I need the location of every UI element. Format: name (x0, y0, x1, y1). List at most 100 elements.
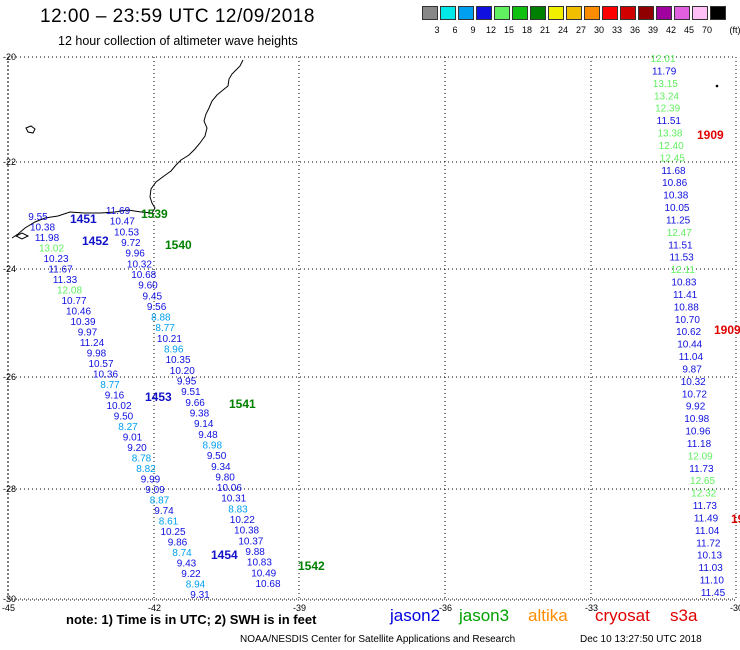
wave-height-value: 9.50 (114, 412, 134, 423)
wave-height-value: 10.46 (66, 307, 91, 318)
coastline (11, 59, 244, 240)
scale-swatch (476, 6, 492, 20)
wave-height-value: 9.66 (185, 398, 205, 409)
wave-height-value: 11.79 (652, 66, 677, 77)
longitude-label: -33 (585, 603, 598, 613)
wave-height-value: 10.22 (230, 515, 255, 526)
scale-label: 36 (629, 25, 640, 35)
wave-height-value: 9.92 (686, 402, 706, 413)
wave-height-value: 11.98 (35, 233, 60, 244)
wave-height-value: 12.09 (688, 451, 713, 462)
wave-height-value: 9.60 (138, 281, 158, 292)
wave-height-value: 11.41 (673, 290, 698, 301)
wave-height-value: 9.20 (127, 443, 147, 454)
wave-height-value: 9.09 (145, 485, 165, 496)
wave-height-value: 9.99 (141, 475, 161, 486)
wave-height-value: 10.53 (114, 227, 139, 238)
pass-label: 1541 (229, 397, 256, 411)
wave-height-value: 12.47 (667, 228, 692, 239)
wave-height-value: 8.82 (136, 464, 156, 475)
pass-label: 1453 (145, 390, 172, 404)
satellite-name: cryosat (595, 606, 650, 625)
wave-height-value: 10.31 (221, 494, 246, 505)
wave-height-value: 9.01 (123, 433, 143, 444)
wave-height-value: 9.50 (207, 451, 227, 462)
wave-height-value: 10.36 (93, 370, 118, 381)
scale-swatch (512, 6, 528, 20)
wave-height-value: 8.83 (228, 504, 248, 515)
wave-height-value: 10.25 (160, 527, 185, 538)
wave-height-value: 10.13 (697, 551, 722, 562)
wave-height-value: 10.47 (110, 217, 135, 228)
wave-height-value: 10.05 (664, 203, 689, 214)
latitude-label: -22 (3, 157, 16, 167)
wave-height-value: 11.25 (666, 215, 691, 226)
scale-label: 18 (521, 25, 532, 35)
scale-swatch (422, 6, 438, 20)
scale-swatch (710, 6, 726, 20)
footnote: note: 1) Time is in UTC; 2) SWH is in fe… (66, 612, 317, 627)
wave-height-value: 9.22 (181, 569, 201, 580)
wave-height-value: 11.72 (696, 538, 721, 549)
wave-height-value: 13.02 (39, 244, 64, 255)
wave-height-value: 12.01 (650, 54, 675, 65)
wave-height-value: 9.51 (181, 387, 201, 398)
wave-height-value: 10.88 (674, 302, 699, 313)
wave-height-value: 10.83 (671, 278, 696, 289)
wave-height-value: 11.03 (699, 563, 724, 574)
wave-height-value: 8.88 (151, 313, 171, 324)
pass-label: 1451 (70, 212, 97, 226)
wave-height-value: 8.27 (118, 422, 138, 433)
wave-height-value: 8.61 (159, 517, 179, 528)
wave-height-value: 12.39 (655, 104, 680, 115)
scale-label: 21 (539, 25, 550, 35)
wave-height-tracks: 9.5510.3811.9813.0210.2311.6711.3312.081… (28, 54, 725, 601)
wave-height-value: 8.78 (132, 454, 152, 465)
wave-height-value: 8.87 (150, 496, 170, 507)
scale-swatch (494, 6, 510, 20)
latitude-label: -24 (3, 264, 16, 274)
wave-height-value: 9.38 (190, 408, 210, 419)
wave-height-value: 10.32 (127, 259, 152, 270)
scale-swatch (638, 6, 654, 20)
pass-label: 1542 (298, 559, 325, 573)
wave-height-value: 10.62 (676, 327, 701, 338)
wave-height-value: 9.45 (143, 291, 163, 302)
wave-height-value: 8.96 (164, 345, 184, 356)
wave-height-value: 13.24 (654, 91, 679, 102)
wave-height-value: 10.57 (88, 359, 113, 370)
wave-height-value: 9.34 (211, 462, 231, 473)
wave-height-value: 10.37 (238, 536, 263, 547)
scale-label: 9 (470, 25, 476, 35)
scale-swatch (602, 6, 618, 20)
wave-height-value: 11.18 (687, 439, 712, 450)
wave-height-value: 11.24 (80, 338, 105, 349)
scale-label: 33 (611, 25, 622, 35)
wave-height-value: 10.06 (217, 483, 242, 494)
latitude-label: -20 (3, 52, 16, 62)
pass-label: 1909 (697, 128, 724, 142)
wave-height-value: 9.16 (105, 391, 125, 402)
scale-label: 39 (647, 25, 658, 35)
scale-swatch (584, 6, 600, 20)
wave-height-value: 9.87 (682, 364, 702, 375)
pass-labels: 1451 1452 1453 1454 1539 1540 1541 1542 1909 1909… (70, 128, 740, 573)
scale-label: 30 (593, 25, 604, 35)
wave-height-value: 9.55 (28, 212, 48, 223)
wave-height-value: 12.45 (660, 153, 685, 164)
wave-height-value: 9.48 (198, 430, 218, 441)
satellite-name: s3a (670, 606, 698, 625)
scale-label: 42 (665, 25, 676, 35)
map-title: 12:00 – 23:59 UTC 12/09/2018 (40, 6, 315, 27)
wave-height-value: 10.02 (106, 401, 131, 412)
scale-label: 15 (503, 25, 514, 35)
wave-height-value: 10.49 (251, 568, 276, 579)
longitude-label: -36 (439, 603, 452, 613)
wave-height-value: 13.38 (657, 129, 682, 140)
wave-height-value: 8.77 (155, 323, 175, 334)
wave-height-value: 9.88 (245, 547, 265, 558)
wave-height-value: 11.49 (694, 513, 719, 524)
scale-label: 12 (485, 25, 496, 35)
latitude-label: -28 (3, 484, 16, 494)
wave-height-value: 9.86 (168, 538, 188, 549)
